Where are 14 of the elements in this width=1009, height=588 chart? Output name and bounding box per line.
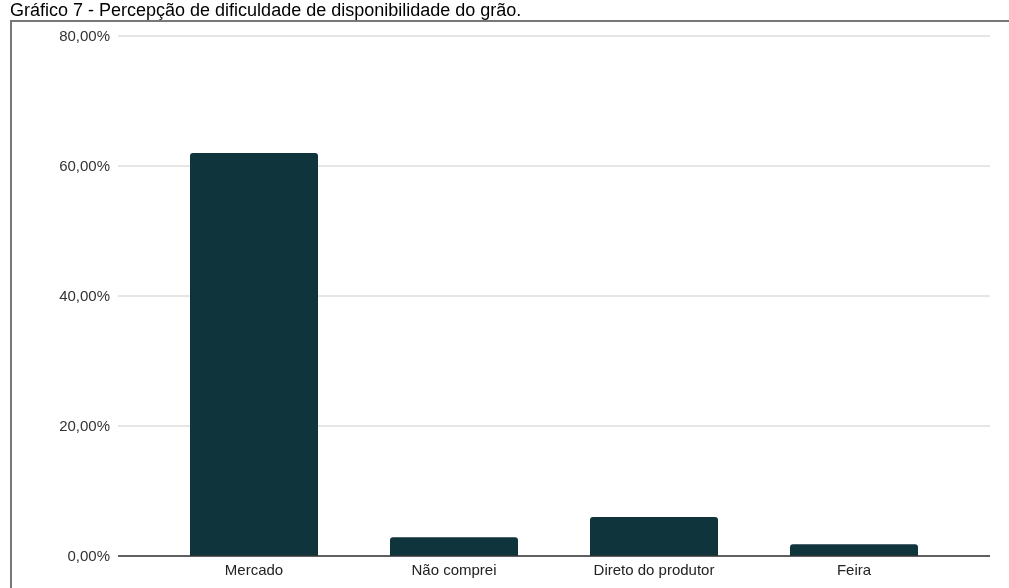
y-tick-label: 0,00% [67, 547, 110, 565]
y-tick-label: 80,00% [59, 27, 110, 45]
y-tick-label: 40,00% [59, 287, 110, 305]
x-tick-label: Direto do produtor [593, 560, 715, 578]
bar [390, 537, 518, 556]
x-tick-label: Mercado [224, 560, 284, 578]
y-tick-label: 60,00% [59, 157, 110, 175]
bar [190, 153, 318, 556]
bar [590, 517, 718, 556]
chart-title: Gráfico 7 - Percepção de dificuldade de disponibilidade do grão. [10, 0, 522, 20]
y-tick-label: 20,00% [59, 417, 110, 435]
x-tick-label: Não comprei [411, 560, 497, 578]
x-tick-label: Feira [836, 560, 872, 578]
bar [790, 544, 918, 556]
